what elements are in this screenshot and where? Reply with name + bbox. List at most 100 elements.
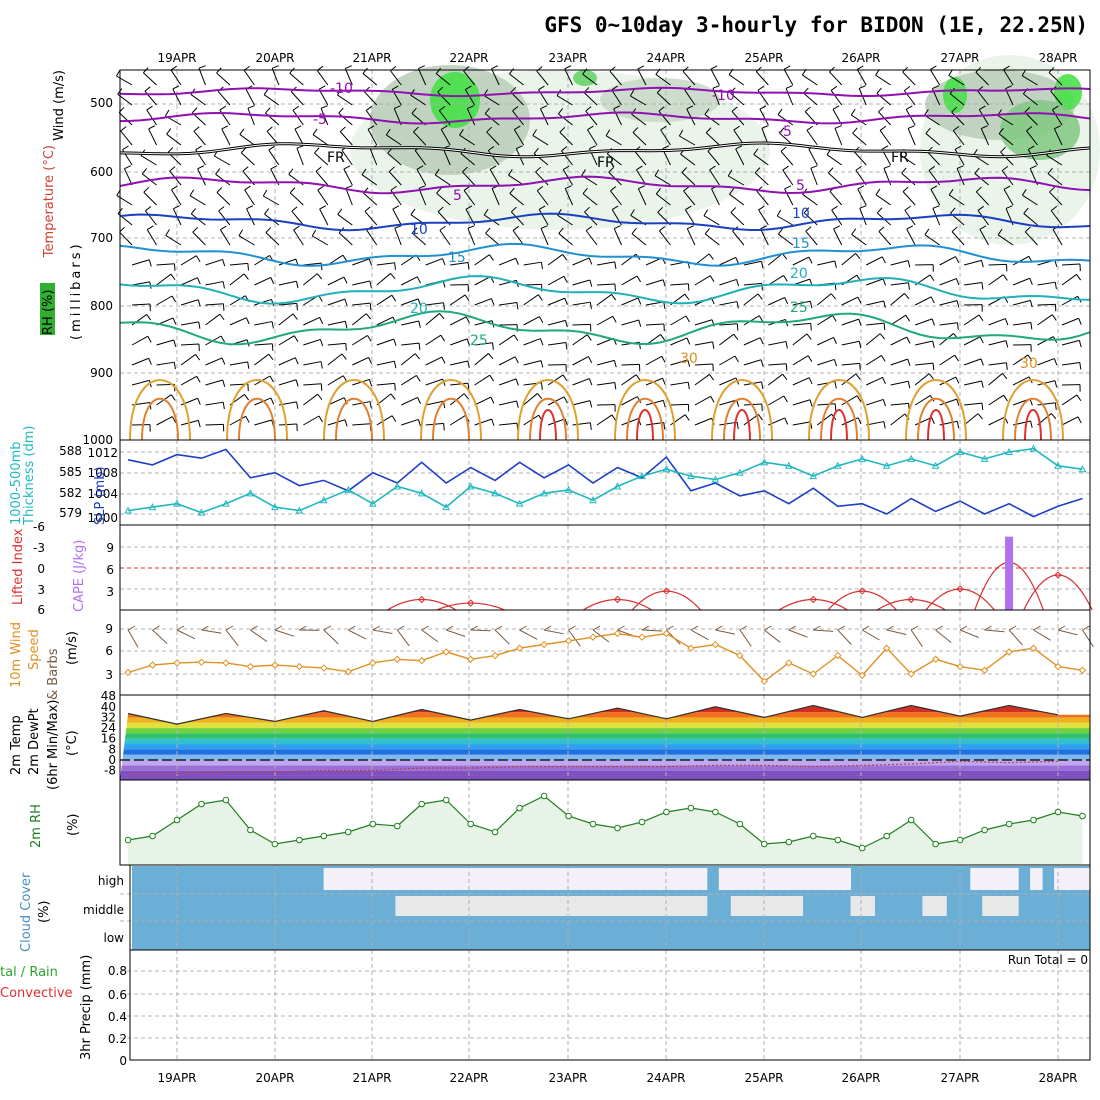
wind-barb: [743, 337, 761, 346]
wind-barb: [690, 629, 709, 641]
wind-barb: [352, 423, 371, 426]
wind-barb-flag: [687, 359, 691, 367]
wind-barb: [782, 169, 794, 186]
rh-marker: [320, 832, 328, 840]
wind-barb-flag: [196, 277, 201, 285]
li-marker: [809, 595, 817, 604]
cloud-mid-clear: [850, 896, 863, 916]
wind-barb: [637, 68, 647, 86]
temp-line: [128, 760, 1059, 774]
wind-barb: [547, 254, 563, 266]
wind-speed-marker: [785, 659, 793, 667]
wind-barb-flag: [417, 397, 421, 404]
wind-barb: [841, 362, 860, 366]
wind-barb-flag: [270, 397, 275, 405]
wind-barb-flag: [955, 376, 960, 384]
wind-barb: [450, 338, 468, 346]
wind-barb: [826, 154, 843, 166]
wind-barb: [165, 235, 182, 246]
wind-barb: [924, 234, 940, 246]
wind-barb-flag: [1057, 625, 1066, 631]
wind-barb: [491, 68, 500, 86]
temperature-band: [120, 728, 1090, 734]
wind-barb: [645, 399, 664, 406]
wind-barb: [817, 315, 833, 326]
wind-barb-flag: [813, 625, 821, 631]
wind-barb: [1024, 111, 1038, 126]
li-curve: [876, 598, 946, 611]
isotherm-30: [614, 379, 676, 441]
wind-barb-flag: [758, 414, 763, 421]
wind-barb: [886, 629, 907, 635]
wind-barb: [205, 379, 223, 386]
wind-barb-flag: [510, 86, 517, 93]
wind-barb: [303, 415, 320, 426]
cloud-mid-clear: [419, 896, 432, 916]
wind-barb-flag: [314, 147, 320, 154]
wind-barb-flag: [173, 205, 180, 210]
thickness-marker: [784, 461, 793, 469]
wind-barb: [363, 192, 378, 206]
thickness-marker: [760, 458, 769, 466]
wind-barb-flag: [935, 625, 943, 631]
wind-speed-marker: [931, 655, 940, 663]
wind-barb: [1061, 295, 1078, 306]
cloud-high-clear: [599, 868, 612, 890]
wind-barb-flag: [704, 228, 710, 235]
wind-barb: [694, 319, 713, 326]
wind-speed-marker: [148, 661, 157, 669]
rh-marker: [712, 808, 719, 816]
thickness-marker: [589, 496, 597, 504]
wind-barb: [621, 396, 638, 406]
wind-barb: [964, 281, 983, 286]
wind-barb-flag: [760, 225, 767, 230]
wind-barb-flag: [637, 297, 642, 305]
wind-barb-flag: [538, 85, 545, 91]
wind-barb: [341, 149, 353, 166]
wind-barb: [707, 150, 720, 166]
wind10m-barbs: [127, 625, 1094, 648]
wind-barb: [292, 109, 304, 126]
temp-tick: 16: [101, 732, 116, 746]
isotherm-40: [1024, 409, 1042, 441]
wind-barb-flag: [907, 125, 915, 129]
wind-barb-flag: [532, 129, 537, 136]
wind-barb: [120, 130, 133, 146]
wind-barb-flag: [613, 105, 621, 110]
wind-barb-flag: [589, 422, 592, 430]
wind-barb-flag: [1050, 206, 1058, 212]
wind-barb-flag: [636, 275, 642, 283]
wind-barb-flag: [367, 335, 372, 342]
wind-barb: [705, 132, 720, 146]
cloud-high-clear: [539, 868, 552, 890]
wind-barb-flag: [292, 313, 298, 320]
wind-barb-flag: [1023, 207, 1029, 214]
temperature-band: [120, 749, 1090, 755]
wind-barb-flag: [830, 293, 837, 300]
wind-barb: [387, 152, 402, 166]
cloud-mid-clear: [455, 896, 468, 916]
wind-barb: [268, 149, 280, 166]
wind-barb: [682, 71, 696, 86]
wind-barb: [523, 316, 540, 326]
wind-barb: [446, 629, 466, 637]
wind-barb-flag: [1054, 125, 1061, 130]
wind-barb-flag: [730, 207, 737, 213]
date-label: 22APR: [449, 51, 488, 65]
wind-barb: [963, 380, 982, 386]
cloud-mid-clear: [527, 896, 540, 916]
wind-barb: [837, 629, 852, 645]
li-marker: [613, 595, 622, 604]
wind-barb: [645, 323, 664, 326]
wind-barb-flag: [776, 209, 782, 217]
temp-grid: [120, 695, 1090, 780]
wind-barb-flag: [703, 209, 708, 216]
cloud-high-clear: [551, 868, 564, 890]
wind-barb-flag: [173, 339, 177, 347]
cape-axis-label: CAPE (J/kg): [72, 540, 87, 612]
wind-barb-flag: [540, 105, 548, 110]
wind-barb: [1061, 339, 1080, 346]
isotherm-35: [335, 397, 373, 441]
wind-barb-flag: [954, 145, 962, 150]
